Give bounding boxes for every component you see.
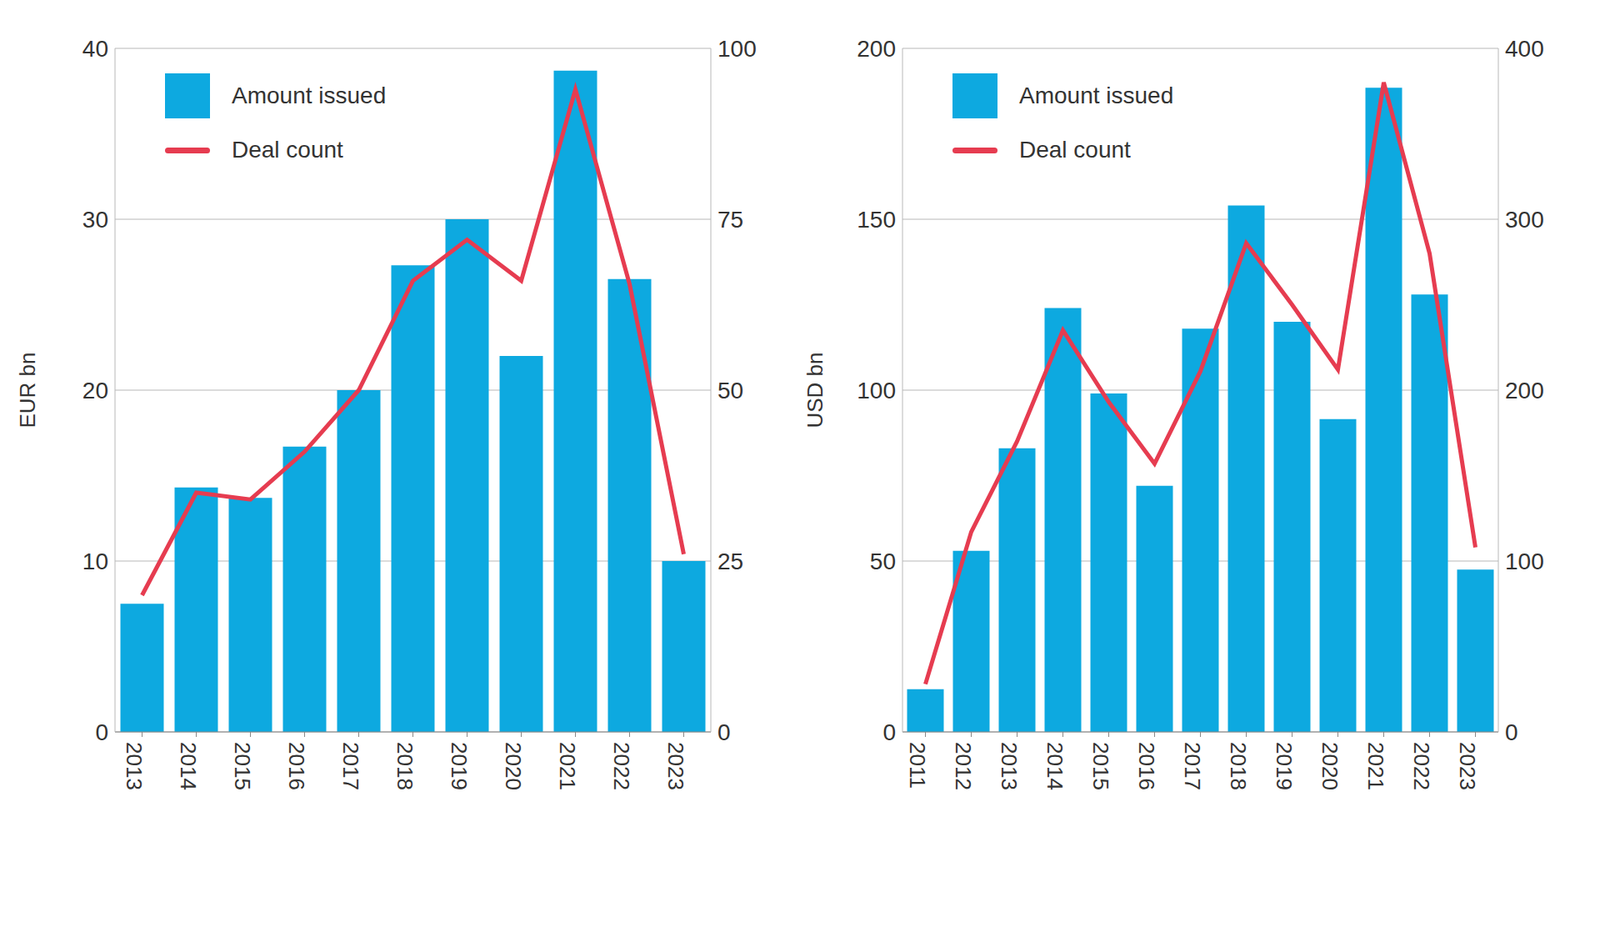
svg-text:2023: 2023	[663, 741, 689, 790]
svg-text:25: 25	[717, 548, 744, 575]
svg-text:EUR bn: EUR bn	[15, 351, 40, 428]
svg-text:100: 100	[717, 35, 757, 62]
svg-text:2013: 2013	[121, 741, 147, 790]
svg-text:200: 200	[1505, 377, 1545, 404]
svg-text:100: 100	[856, 377, 896, 404]
svg-text:2012: 2012	[950, 741, 976, 790]
svg-text:20: 20	[82, 377, 109, 404]
svg-text:0: 0	[882, 719, 896, 745]
svg-text:40: 40	[82, 35, 109, 62]
svg-text:0: 0	[717, 719, 731, 745]
svg-text:200: 200	[856, 35, 896, 62]
svg-text:150: 150	[856, 206, 896, 233]
svg-text:2017: 2017	[1180, 741, 1205, 790]
html-text:Deal count: Deal count	[1019, 136, 1131, 163]
svg-text:2016: 2016	[284, 741, 310, 790]
svg-text:2021: 2021	[555, 741, 580, 790]
svg-text:2013: 2013	[996, 741, 1022, 790]
html-text:Amount issued: Amount issued	[1019, 82, 1174, 109]
svg-text:300: 300	[1505, 206, 1545, 233]
svg-text:2014: 2014	[175, 741, 201, 790]
html-text:Amount issued: Amount issued	[231, 82, 386, 109]
svg-text:2023: 2023	[1455, 741, 1480, 790]
svg-text:0: 0	[1505, 719, 1519, 745]
svg-text:75: 75	[717, 206, 744, 233]
svg-text:10: 10	[82, 548, 109, 575]
svg-text:USD bn: USD bn	[802, 351, 828, 428]
html-text:Deal count: Deal count	[231, 136, 344, 163]
svg-text:50: 50	[717, 377, 744, 404]
svg-text:2015: 2015	[1088, 741, 1114, 790]
svg-text:50: 50	[870, 548, 896, 575]
svg-text:2021: 2021	[1363, 741, 1389, 790]
svg-text:2022: 2022	[609, 741, 635, 790]
svg-text:2020: 2020	[1317, 741, 1343, 790]
svg-text:100: 100	[1505, 548, 1545, 575]
svg-text:2020: 2020	[500, 741, 526, 790]
svg-text:2019: 2019	[446, 741, 472, 790]
svg-text:2014: 2014	[1042, 741, 1068, 790]
svg-text:2019: 2019	[1271, 741, 1297, 790]
svg-text:0: 0	[95, 719, 109, 745]
svg-text:2022: 2022	[1409, 741, 1435, 790]
svg-text:2011: 2011	[905, 741, 930, 789]
svg-text:2017: 2017	[338, 741, 364, 790]
svg-text:2018: 2018	[1225, 741, 1251, 790]
svg-text:2015: 2015	[230, 741, 255, 790]
svg-text:400: 400	[1505, 35, 1545, 62]
svg-text:30: 30	[82, 206, 109, 233]
svg-text:2016: 2016	[1134, 741, 1160, 790]
svg-text:2018: 2018	[392, 741, 418, 790]
